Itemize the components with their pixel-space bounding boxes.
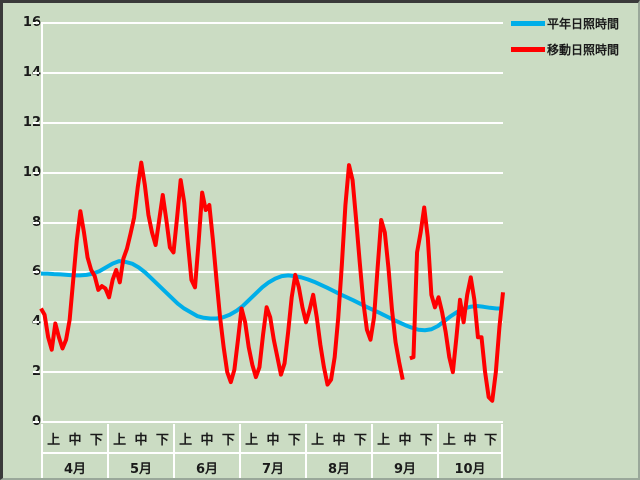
y-tick-label: 16 <box>22 15 41 30</box>
month-separator <box>439 452 501 454</box>
series-line-2 <box>39 160 405 387</box>
decade-row: 上中下 <box>175 424 239 452</box>
legend-swatch <box>511 47 545 52</box>
x-tick-decade-label: 中 <box>463 432 477 448</box>
plot-area <box>39 22 505 423</box>
y-tick-mark <box>33 371 39 374</box>
y-tick-mark <box>33 271 39 274</box>
legend-label: 移動日照時間 <box>547 43 620 57</box>
gridline <box>41 71 503 74</box>
month-separator <box>109 452 173 454</box>
x-tick-month-label: 9月 <box>393 461 417 477</box>
x-tick-decade-label: 上 <box>311 432 325 448</box>
x-axis-month-group: 上中下 10月 <box>437 424 503 478</box>
legend-swatch <box>511 21 545 26</box>
decade-row: 上中下 <box>307 424 371 452</box>
x-tick-month-label: 5月 <box>129 461 153 477</box>
legend-item: 移動日照時間 <box>511 41 637 58</box>
gridline <box>41 271 503 274</box>
x-axis-month-group: 上中下 8月 <box>305 424 371 478</box>
x-tick-month-label: 8月 <box>327 461 351 477</box>
x-tick-decade-label: 中 <box>332 432 346 448</box>
x-tick-decade-label: 下 <box>287 432 301 448</box>
x-tick-decade-label: 中 <box>200 432 214 448</box>
y-axis: 1614121086420 <box>3 16 41 428</box>
legend-item: 平年日照時間 <box>511 15 637 32</box>
y-tick-label: 14 <box>22 64 41 80</box>
month-separator <box>307 452 371 454</box>
month-separator <box>241 452 305 454</box>
x-tick-decade-label: 中 <box>134 432 148 448</box>
x-tick-decade-label: 下 <box>484 432 498 448</box>
x-tick-decade-label: 上 <box>377 432 391 448</box>
gridline <box>41 121 503 124</box>
gridline <box>41 421 503 423</box>
x-tick-decade-label: 上 <box>179 432 193 448</box>
series-line-1 <box>41 259 503 333</box>
x-tick-decade-label: 中 <box>266 432 280 448</box>
month-separator <box>373 452 437 454</box>
gridline <box>41 171 503 174</box>
gridline <box>41 371 503 374</box>
y-tick-mark <box>33 421 39 423</box>
x-tick-decade-label: 上 <box>113 432 127 448</box>
decade-row: 上中下 <box>439 424 501 452</box>
y-tick-mark <box>33 22 39 24</box>
decade-row: 上中下 <box>109 424 173 452</box>
decade-row: 上中下 <box>241 424 305 452</box>
x-tick-decade-label: 上 <box>47 432 61 448</box>
x-axis: 上中下 4月上中下 5月上中下 6月上中下 7月上中下 8月上中下 9月上中下 10月 <box>41 424 503 478</box>
x-tick-month-label: 7月 <box>261 461 285 477</box>
x-tick-decade-label: 下 <box>89 432 103 448</box>
x-axis-month-group: 上中下 4月 <box>41 424 107 478</box>
decade-row: 上中下 <box>43 424 107 452</box>
series-lines <box>39 160 505 403</box>
x-tick-decade-label: 上 <box>442 432 456 448</box>
legend-label: 平年日照時間 <box>547 17 620 31</box>
x-tick-decade-label: 下 <box>155 432 169 448</box>
y-tick-mark <box>33 121 39 124</box>
x-tick-decade-label: 上 <box>245 432 259 448</box>
legend: 平年日照時間 移動日照時間 <box>511 15 637 58</box>
y-tick-label: 10 <box>22 164 41 180</box>
x-tick-decade-label: 下 <box>419 432 433 448</box>
x-tick-decade-label: 下 <box>221 432 235 448</box>
month-separator <box>43 452 107 454</box>
x-tick-month-label: 10月 <box>454 461 486 477</box>
x-tick-decade-label: 中 <box>68 432 82 448</box>
x-tick-decade-label: 中 <box>398 432 412 448</box>
series-line-2 <box>409 205 505 403</box>
x-axis-month-group: 上中下 6月 <box>173 424 239 478</box>
x-axis-month-group: 上中下 5月 <box>107 424 173 478</box>
y-tick-mark <box>33 221 39 224</box>
x-axis-month-group: 上中下 9月 <box>371 424 437 478</box>
month-separator <box>175 452 239 454</box>
x-axis-month-group: 上中下 7月 <box>239 424 305 478</box>
x-tick-decade-label: 下 <box>353 432 367 448</box>
y-tick-label: 12 <box>22 114 41 130</box>
decade-row: 上中下 <box>373 424 437 452</box>
y-tick-mark <box>33 171 39 174</box>
x-tick-month-label: 6月 <box>195 461 219 477</box>
gridline <box>41 22 503 24</box>
y-tick-mark <box>33 321 39 324</box>
gridline <box>41 221 503 224</box>
x-tick-month-label: 4月 <box>63 461 87 477</box>
y-tick-mark <box>33 71 39 74</box>
